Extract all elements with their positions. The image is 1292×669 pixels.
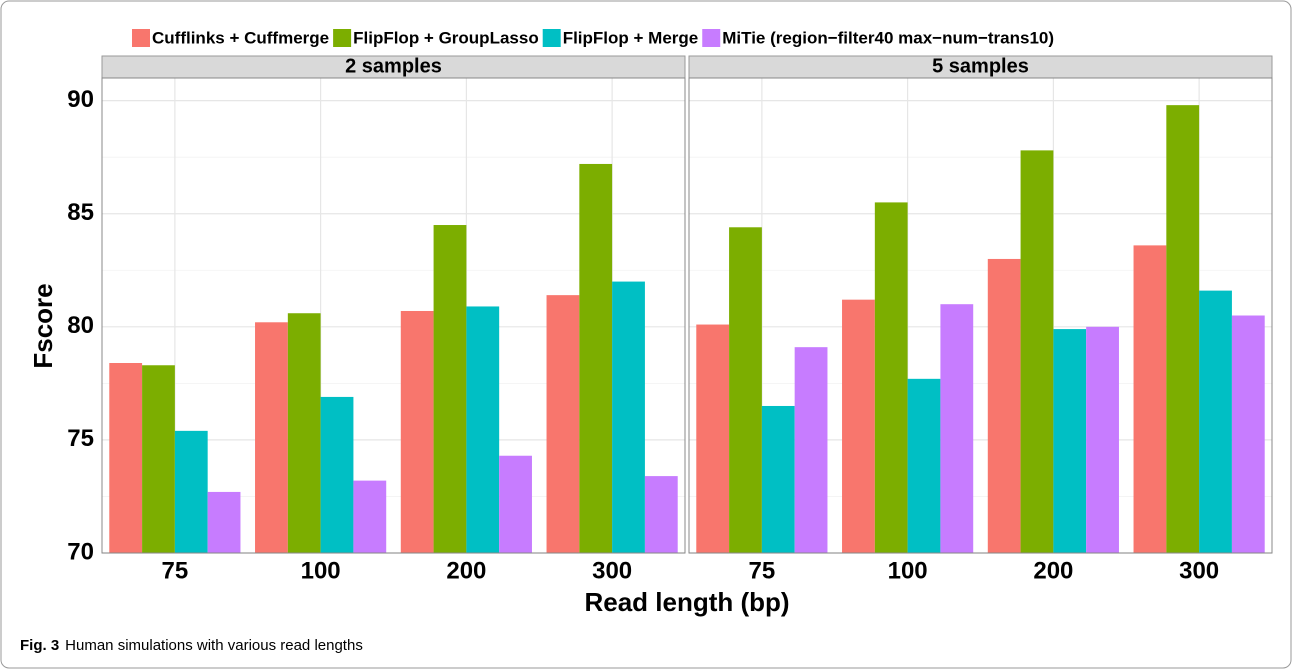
- legend-label: MiTie (region−filter40 max−num−trans10): [722, 28, 1054, 47]
- bar: [433, 225, 467, 553]
- y-tick-label: 85: [67, 199, 94, 226]
- legend-swatch: [132, 29, 150, 47]
- bar: [207, 491, 241, 553]
- bar: [907, 378, 941, 553]
- bar: [1053, 329, 1087, 553]
- x-tick-label: 300: [592, 557, 632, 584]
- y-tick-label: 75: [67, 425, 94, 452]
- legend-swatch: [542, 29, 561, 47]
- bar: [761, 405, 795, 553]
- legend-label: Cufflinks + Cuffmerge: [152, 28, 329, 47]
- bar: [1231, 315, 1265, 553]
- bar: [1166, 105, 1200, 554]
- caption-text: Human simulations with various read leng…: [65, 637, 363, 654]
- y-axis-label: Fscore: [28, 283, 58, 368]
- bar: [612, 281, 645, 553]
- bar: [142, 365, 175, 553]
- bar: [287, 313, 321, 553]
- bar: [255, 322, 288, 553]
- panel-border: [101, 77, 686, 554]
- bar: [499, 455, 532, 553]
- y-tick-label: 90: [67, 86, 94, 113]
- bar: [987, 258, 1021, 553]
- x-tick-label: 75: [749, 557, 776, 584]
- bar: [400, 310, 434, 553]
- x-axis-label: Read length (bp): [584, 587, 789, 617]
- bar: [320, 396, 354, 553]
- legend-swatch: [702, 29, 721, 47]
- x-tick-label: 200: [446, 557, 486, 584]
- y-tick-label: 80: [67, 312, 94, 339]
- strip-title: 5 samples: [932, 55, 1029, 77]
- x-tick-label: 75: [162, 557, 189, 584]
- strip-title: 2 samples: [345, 55, 442, 77]
- bar: [1086, 326, 1119, 553]
- legend-label: FlipFlop + Merge: [563, 28, 699, 47]
- y-tick-label: 70: [67, 538, 94, 565]
- bar: [940, 304, 974, 553]
- caption-label: Fig. 3: [20, 637, 59, 654]
- x-tick-label: 100: [301, 557, 341, 584]
- caption: Fig. 3 Human simulations with various rea…: [20, 637, 363, 654]
- x-tick-label: 100: [888, 557, 928, 584]
- bar: [1133, 245, 1167, 553]
- bar: [874, 202, 908, 553]
- x-tick-label: 200: [1033, 557, 1073, 584]
- bar: [466, 306, 500, 553]
- legend-label: FlipFlop + GroupLasso: [353, 28, 539, 47]
- legend-swatch: [333, 29, 352, 47]
- x-tick-label: 300: [1179, 557, 1219, 584]
- bar: [842, 299, 875, 553]
- bar: [353, 480, 387, 553]
- bar: [174, 430, 208, 553]
- bar: [696, 324, 730, 553]
- bar: [644, 476, 678, 553]
- bar: [546, 295, 580, 553]
- bar: [1020, 150, 1054, 553]
- panel-border: [688, 77, 1273, 554]
- bar: [109, 363, 143, 553]
- bar: [794, 347, 828, 553]
- bar: [579, 163, 613, 553]
- bar: [729, 227, 762, 554]
- bar: [1199, 290, 1232, 553]
